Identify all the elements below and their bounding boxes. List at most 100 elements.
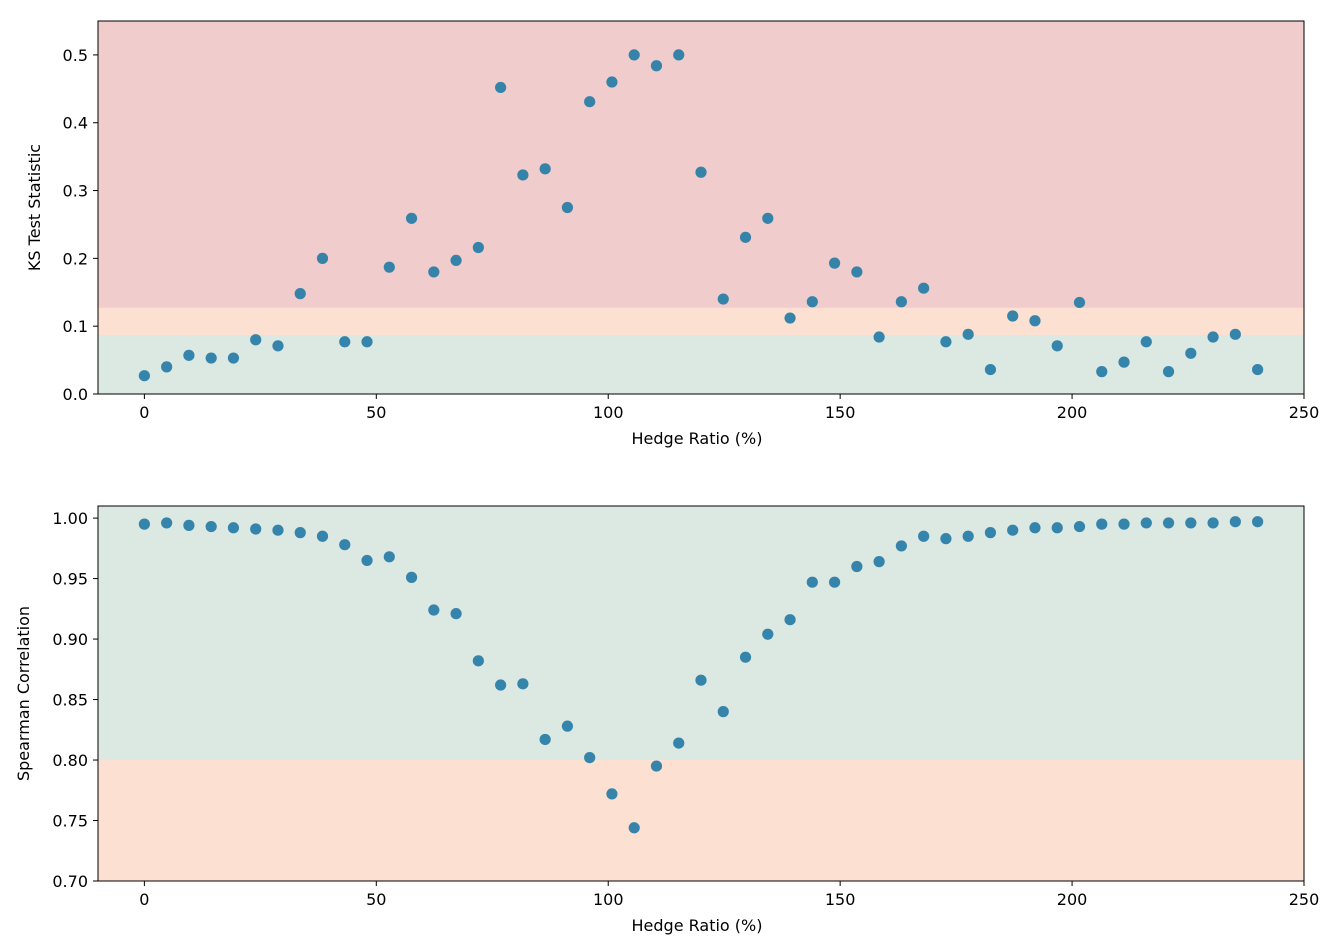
data-point: [227, 352, 240, 364]
data-point: [1185, 347, 1197, 359]
y-tick-label: 1.00: [52, 509, 88, 528]
data-point: [984, 363, 997, 376]
data-point: [205, 520, 217, 533]
data-point: [250, 334, 262, 346]
data-point: [495, 81, 507, 94]
data-point: [227, 522, 240, 534]
data-point: [1162, 517, 1175, 529]
plot-frame: [97, 20, 1305, 395]
data-point: [1007, 310, 1019, 322]
data-point: [1029, 315, 1041, 327]
data-point: [1252, 516, 1264, 528]
data-point: [539, 733, 551, 746]
data-point: [1140, 336, 1152, 348]
data-point: [717, 706, 729, 718]
x-tick-label: 200: [1057, 403, 1088, 422]
data-point: [784, 312, 796, 324]
data-point: [450, 254, 462, 266]
data-point: [383, 261, 395, 273]
y-tick-label: 0.70: [52, 872, 88, 891]
chart-panel-1: 0 50 100 150 200 250 0.0 0.1 0.2 0.3 0.4 0.5 Hedge R…: [25, 20, 1319, 448]
data-point: [1118, 518, 1130, 530]
data-point: [316, 252, 329, 264]
data-point: [851, 266, 863, 278]
data-point: [316, 530, 329, 542]
y-axis-label: KS Test Statistic: [25, 144, 44, 271]
data-point: [495, 679, 507, 691]
y-tick-label: 0.4: [63, 114, 88, 133]
data-point: [851, 560, 863, 573]
data-point: [294, 288, 306, 300]
data-point: [205, 352, 217, 364]
plot-frame: [97, 505, 1305, 882]
data-point: [828, 576, 841, 588]
data-point: [272, 340, 284, 352]
data-point: [1185, 517, 1197, 529]
data-point: [383, 551, 395, 563]
data-point: [1073, 296, 1086, 309]
data-point: [183, 519, 195, 531]
data-point: [739, 651, 752, 663]
data-point: [1207, 517, 1219, 529]
data-point: [940, 533, 952, 545]
data-point: [895, 296, 907, 308]
x-tick-label: 100: [593, 403, 624, 422]
y-tick-label: 0.2: [63, 249, 88, 268]
data-point: [873, 331, 885, 343]
data-point: [183, 349, 195, 361]
data-point: [984, 527, 997, 539]
data-point: [806, 576, 818, 588]
data-point: [806, 296, 818, 308]
data-point: [673, 49, 685, 61]
data-point: [1162, 366, 1175, 378]
data-point: [405, 212, 418, 224]
data-point: [828, 257, 841, 269]
x-tick-label: 150: [825, 403, 856, 422]
data-point: [428, 604, 440, 616]
y-tick-label: 0.75: [52, 812, 88, 831]
data-point: [294, 527, 306, 539]
data-point: [138, 370, 150, 382]
threshold-band: [98, 506, 1304, 761]
data-point: [606, 76, 618, 88]
data-point: [1229, 328, 1241, 340]
data-point: [1051, 340, 1063, 352]
y-axis-label: Spearman Correlation: [14, 606, 33, 781]
data-point: [517, 678, 529, 690]
x-tick-label: 0: [139, 890, 149, 909]
data-point: [918, 282, 930, 294]
data-point: [250, 523, 262, 535]
data-point: [472, 241, 484, 254]
threshold-band: [98, 760, 1304, 881]
data-point: [361, 554, 373, 567]
x-axis-label: Hedge Ratio (%): [632, 916, 763, 935]
data-point: [762, 628, 774, 640]
data-point: [606, 788, 618, 800]
data-point: [517, 169, 529, 181]
data-point: [1207, 331, 1219, 343]
data-point: [1252, 363, 1264, 376]
x-tick-label: 0: [139, 403, 149, 422]
x-tick-label: 250: [1289, 890, 1320, 909]
data-point: [1096, 366, 1108, 378]
data-point: [1229, 516, 1241, 528]
data-point: [161, 361, 173, 373]
data-point: [1029, 522, 1041, 534]
data-point: [561, 201, 574, 214]
data-point: [339, 336, 351, 348]
data-point: [717, 293, 729, 305]
data-point: [472, 655, 484, 667]
data-point: [895, 540, 907, 552]
y-tick-label: 0.95: [52, 570, 88, 589]
data-point: [584, 752, 596, 764]
data-point: [450, 608, 462, 620]
data-point: [762, 212, 774, 224]
data-point: [272, 524, 284, 536]
x-tick-label: 50: [366, 403, 386, 422]
threshold-band: [98, 307, 1304, 335]
data-point: [628, 49, 640, 61]
y-tick-label: 0.3: [63, 182, 88, 201]
y-tick-label: 0.90: [52, 630, 88, 649]
data-point: [1073, 520, 1086, 533]
